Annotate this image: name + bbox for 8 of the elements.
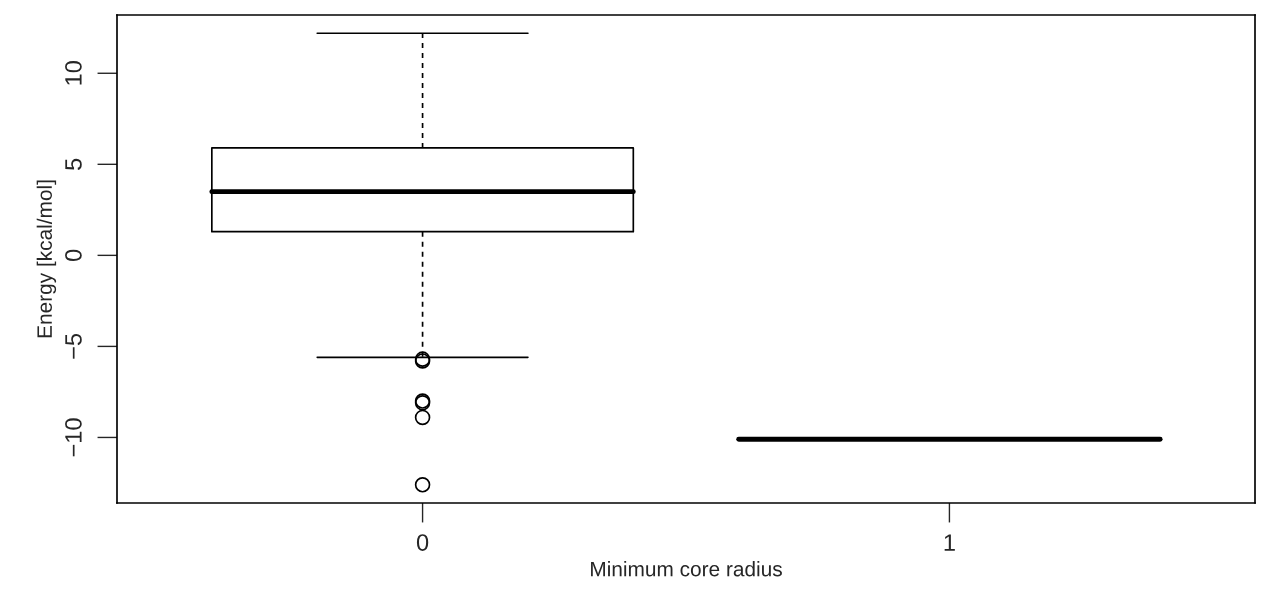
y-tick-label: −5: [65, 333, 82, 359]
y-tick-label: −10: [65, 418, 82, 457]
x-axis-title: Minimum core radius: [591, 561, 782, 577]
y-tick-label: 5: [65, 158, 82, 170]
y-tick-label: 10: [65, 61, 82, 85]
y-axis-title: Energy [kcal/mol]: [36, 180, 57, 338]
y-tick-label: 0: [65, 249, 82, 261]
x-tick-label: 1: [944, 534, 955, 551]
